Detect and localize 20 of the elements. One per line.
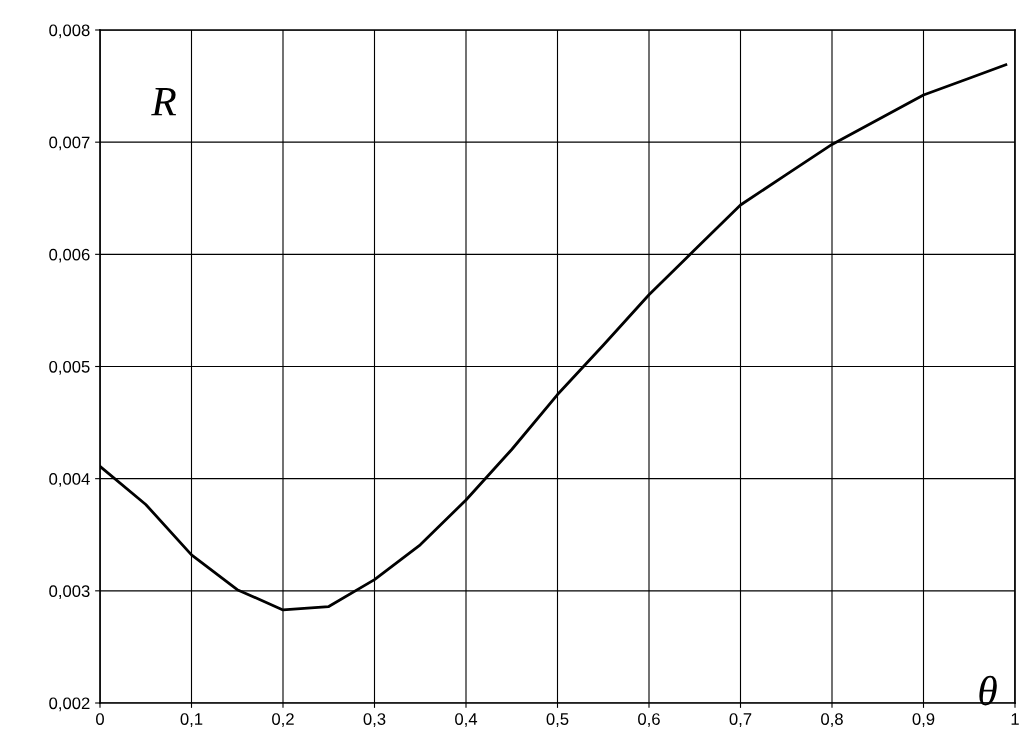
y-tick-label: 0,003	[49, 585, 90, 600]
x-tick-label: 0,9	[912, 713, 935, 727]
x-tick-label: 0,2	[272, 713, 294, 727]
y-tick-label: 0,008	[49, 24, 90, 39]
x-tick-label: 0,8	[821, 713, 843, 727]
y-tick-label: 0,002	[49, 697, 90, 712]
x-tick-label: 0,7	[729, 713, 752, 727]
x-tick-label: 0,4	[455, 713, 478, 727]
x-axis-title: θ	[979, 675, 997, 706]
y-axis-title: R	[151, 88, 177, 116]
x-tick-label: 0,6	[638, 713, 660, 727]
y-tick-label: 0,004	[49, 473, 90, 487]
x-tick-label: 0,5	[546, 713, 569, 727]
y-tick-label: 0,006	[49, 248, 90, 263]
x-tick-label: 0,3	[363, 713, 386, 727]
x-tick-label: 0	[96, 713, 104, 725]
y-tick-label: 0,005	[49, 360, 90, 375]
y-tick-label: 0,007	[49, 136, 90, 151]
x-tick-label: 1	[1011, 713, 1019, 725]
x-tick-label: 0,1	[180, 713, 203, 727]
